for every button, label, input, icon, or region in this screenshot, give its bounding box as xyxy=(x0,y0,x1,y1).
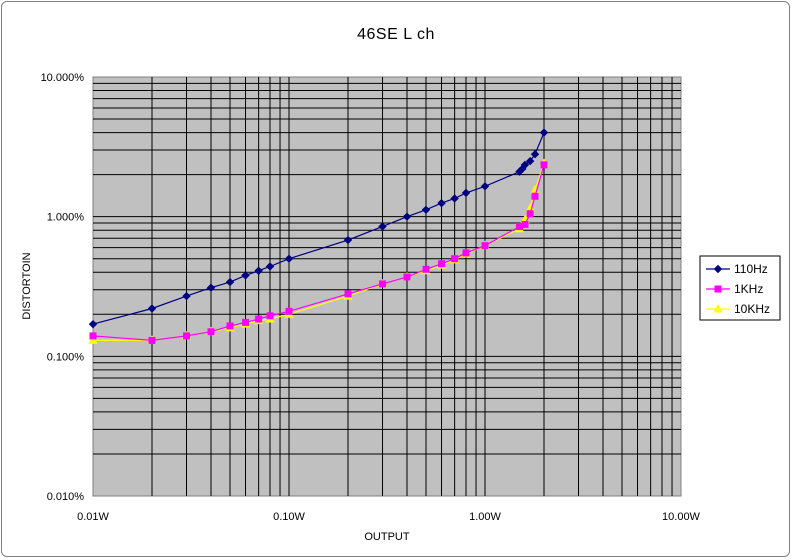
series-1khz xyxy=(89,161,548,344)
chart-title: 46SE L ch xyxy=(357,26,435,43)
legend-entry-110hz: 110Hz xyxy=(706,262,768,276)
legend-entry-10khz: 10KHz xyxy=(706,302,770,316)
data-point-110hz xyxy=(147,304,157,313)
data-point-110hz xyxy=(520,160,530,170)
data-point-110hz xyxy=(225,277,235,287)
legend-label: 1KHz xyxy=(734,282,763,296)
data-point-1khz xyxy=(462,249,470,257)
data-point-1khz xyxy=(540,161,548,169)
x-tick-label: 0.10W xyxy=(273,511,305,523)
data-point-110hz xyxy=(206,283,216,292)
plot-area xyxy=(92,76,682,497)
legend-entry-1khz: 1KHz xyxy=(706,282,763,296)
y-axis-title: DISTORTOIN xyxy=(21,252,33,319)
grid-lines xyxy=(93,77,681,496)
data-point-1khz xyxy=(526,210,534,218)
data-point-110hz xyxy=(402,212,412,221)
y-tick-label: 10.000% xyxy=(41,72,85,84)
legend-label: 10KHz xyxy=(734,302,770,316)
data-point-110hz xyxy=(254,266,263,275)
data-point-1khz xyxy=(285,307,293,315)
x-tick-label: 0.01W xyxy=(77,511,109,523)
series-110hz xyxy=(88,128,549,329)
data-point-1khz xyxy=(226,322,234,330)
data-point-1khz xyxy=(379,280,387,288)
data-point-110hz xyxy=(284,254,294,263)
data-point-110hz xyxy=(530,150,540,159)
data-point-110hz xyxy=(182,291,191,301)
legend-label: 110Hz xyxy=(734,262,768,276)
data-point-1khz xyxy=(242,318,250,326)
data-point-1khz xyxy=(531,192,539,200)
data-point-110hz xyxy=(480,182,490,191)
data-point-1khz xyxy=(438,260,446,268)
data-point-1khz xyxy=(255,315,263,323)
x-tick-label: 1.00W xyxy=(469,511,501,523)
legend-marker xyxy=(714,285,722,293)
data-point-1khz xyxy=(207,328,215,336)
legend: 110Hz 1KHz 10KHz xyxy=(699,255,781,321)
data-point-1khz xyxy=(403,273,411,281)
data-point-110hz xyxy=(378,222,387,231)
data-point-110hz xyxy=(88,319,98,329)
data-point-110hz xyxy=(525,156,535,166)
legend-marker xyxy=(713,264,723,274)
x-axis-title: OUTPUT xyxy=(364,531,410,543)
data-point-110hz xyxy=(450,194,459,203)
y-tick-label: 0.100% xyxy=(47,351,85,363)
data-point-110hz xyxy=(539,128,549,137)
y-tick-label: 1.000% xyxy=(47,212,85,224)
data-point-110hz xyxy=(265,262,275,271)
x-tick-label: 10.00W xyxy=(662,511,701,523)
data-point-110hz xyxy=(421,205,431,214)
data-point-1khz xyxy=(481,242,489,250)
data-point-1khz xyxy=(266,312,274,320)
data-point-1khz xyxy=(344,290,352,298)
series-layer xyxy=(88,128,549,344)
data-point-110hz xyxy=(437,198,446,208)
data-point-110hz xyxy=(343,235,353,245)
data-point-10khz xyxy=(88,335,98,344)
data-point-1khz xyxy=(183,332,191,340)
data-point-1khz xyxy=(521,220,529,228)
legend-marker xyxy=(713,303,723,313)
tick-labels: 0.01W 0.10W 1.00W 10.00W 10.000% 1.000% 0.100%… xyxy=(41,72,701,523)
data-point-1khz xyxy=(89,332,97,340)
data-point-1khz xyxy=(148,336,156,344)
data-point-110hz xyxy=(241,271,250,280)
data-point-110hz xyxy=(461,188,471,198)
y-tick-label: 0.010% xyxy=(47,491,85,503)
data-point-1khz xyxy=(451,255,459,263)
data-point-1khz xyxy=(422,265,430,273)
